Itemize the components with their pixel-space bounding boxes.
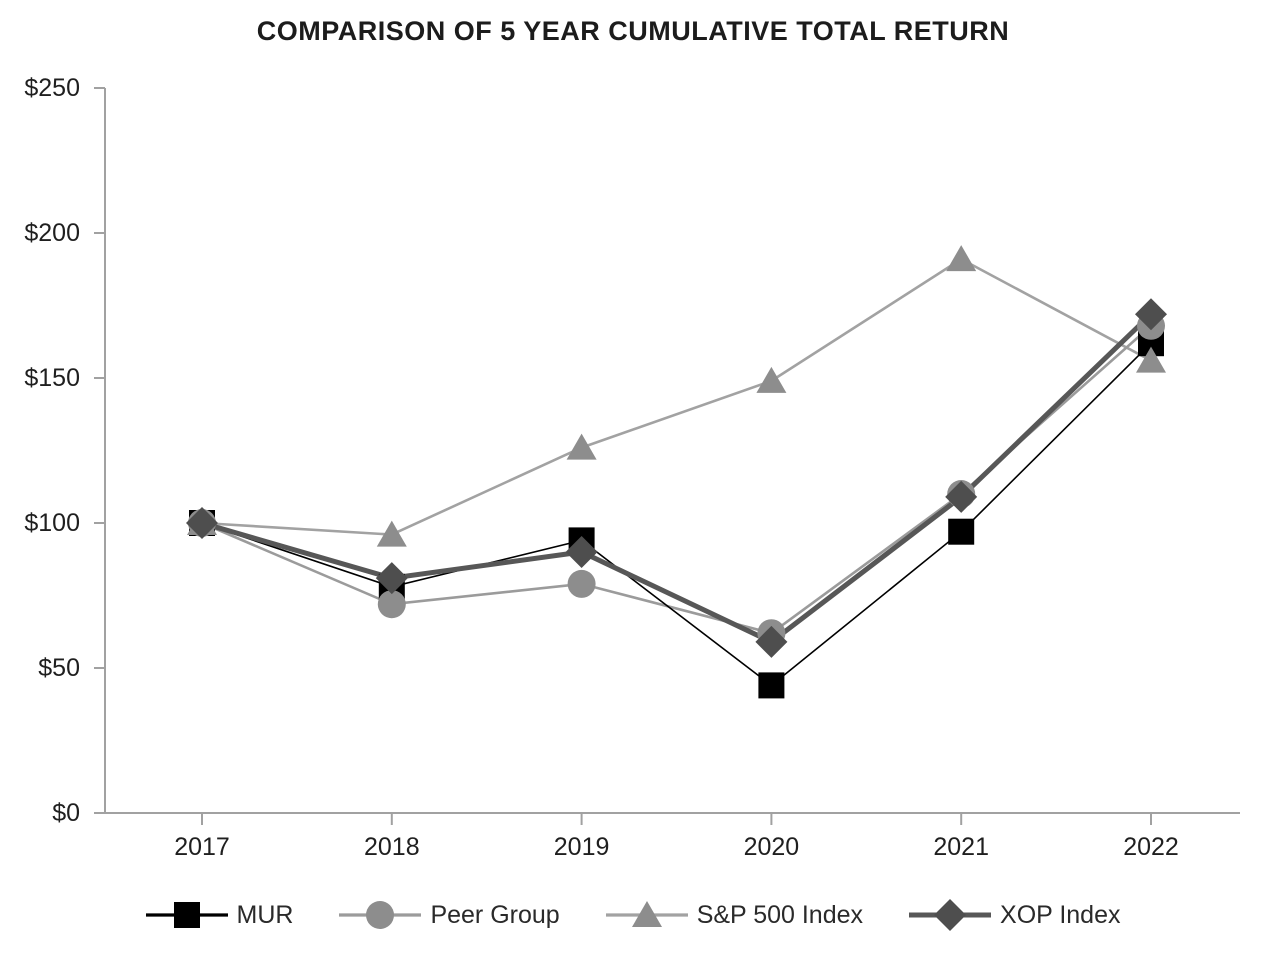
y-tick-label: $100 (24, 509, 80, 537)
legend-item-s-p-500-index: S&P 500 Index (605, 897, 864, 933)
series-xop-index-marker (945, 480, 978, 513)
series-xop-index-marker (375, 562, 408, 595)
x-tick-label: 2018 (364, 833, 420, 861)
y-tick-label: $0 (52, 799, 80, 827)
y-tick-label: $150 (24, 364, 80, 392)
series-xop-index-marker (755, 625, 788, 658)
series-xop-index-marker (1135, 298, 1167, 331)
legend-item-peer-group: Peer Group (339, 897, 560, 933)
chart-legend: MUR Peer Group S&P 500 Index XOP Index (0, 891, 1266, 939)
chart-canvas: $0 $50 $100 $150 $200 $250 2017 2018 2019 2020 202… (24, 74, 1240, 861)
x-tick-label: 2017 (174, 833, 230, 861)
series-xop-index-marker (186, 507, 218, 539)
series-s-p-500-index-marker (946, 245, 977, 272)
legend-xop-index-diamond-icon (909, 899, 992, 931)
series-peer-group-line (201, 324, 1152, 635)
series-s-p-500-index-marker (756, 366, 787, 393)
diamond-icon (934, 899, 967, 931)
legend-label: MUR (236, 900, 294, 929)
series-peer-group-marker (567, 569, 596, 598)
series-s-p-500-index-line (201, 257, 1152, 536)
series-xop-index-marker (565, 536, 598, 568)
x-tick-label: 2022 (1123, 833, 1179, 861)
axis-lines (104, 88, 1240, 814)
triangle-icon (631, 901, 662, 927)
series-s-p-500-index-marker (376, 520, 407, 547)
legend-s-p-500-index-triangle-icon (605, 901, 688, 927)
legend-mur-square-icon (145, 902, 228, 928)
series-mur-marker (948, 518, 975, 545)
series-s-p-500-index-marker (566, 433, 597, 460)
series-mur-marker (758, 672, 785, 699)
series-s-p-500-index-marker (1136, 346, 1166, 373)
series-peer-group-marker (377, 590, 406, 619)
y-tick-label: $50 (38, 654, 80, 682)
x-tick-label: 2020 (744, 833, 800, 861)
square-icon (173, 902, 200, 928)
series-mur-line (201, 342, 1152, 687)
legend-peer-group-circle-icon (339, 901, 422, 929)
series-xop-index-line (201, 312, 1153, 645)
y-tick-label: $250 (24, 74, 80, 102)
legend-label: S&P 500 Index (696, 900, 864, 929)
legend-item-xop-index: XOP Index (909, 897, 1120, 933)
legend-label: XOP Index (1000, 900, 1121, 929)
chart-title: COMPARISON OF 5 YEAR CUMULATIVE TOTAL RE… (256, 16, 1010, 46)
circle-icon (366, 901, 395, 929)
x-tick-label: 2021 (933, 833, 989, 861)
y-tick-label: $200 (24, 219, 80, 247)
legend-item-mur: MUR (145, 897, 294, 933)
x-tick-label: 2019 (554, 833, 610, 861)
legend-label: Peer Group (430, 900, 560, 929)
